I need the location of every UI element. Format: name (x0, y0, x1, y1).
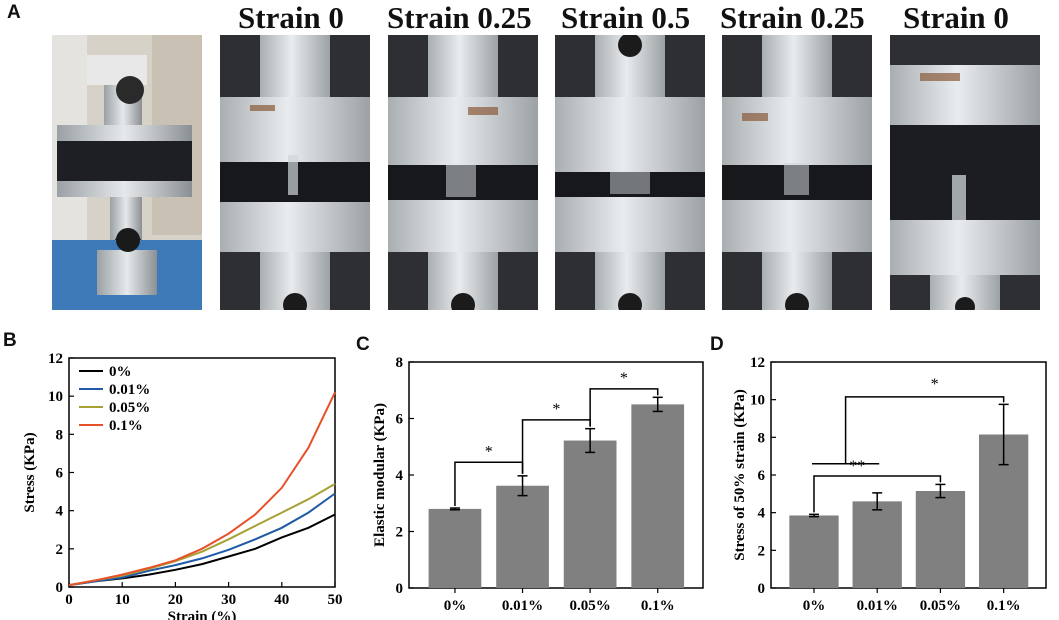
bar (852, 501, 902, 588)
x-tick-label: 0% (444, 598, 467, 614)
chart-stress-strain: 0 2 4 6 8 10 12 Stress (KPa) 0 10 20 30 40 50 Strain (… (22, 351, 343, 620)
legend-label: 0% (109, 364, 132, 380)
significance-bracket (589, 388, 659, 427)
y-tick-label: 10 (750, 393, 765, 409)
y-tick-label: 0 (56, 580, 64, 596)
x-tick-label: 0.1% (987, 598, 1021, 614)
significance-bracket (813, 475, 942, 513)
strain-label-3: Strain 0.5 (561, 0, 691, 35)
strain-label-2: Strain 0.25 (387, 0, 532, 35)
bar (428, 508, 482, 588)
strain-label-1: Strain 0 (238, 0, 344, 35)
y-axis-label: Elastic modular (KPa) (372, 403, 388, 547)
significance-bracket (844, 396, 1005, 464)
y-tick-label: 0 (396, 581, 404, 597)
x-tick-label: 0.1% (641, 598, 675, 614)
series-line-3 (68, 391, 336, 587)
x-tick-label: 40 (274, 592, 289, 608)
photo-strain-3 (555, 35, 705, 310)
x-tick-label: 0 (65, 592, 73, 608)
y-tick-label: 2 (396, 525, 404, 541)
chart-elastic-modulus: 0 2 4 6 8 Elastic modular (KPa) 0% 0.01% 0.05% 0.… (372, 355, 704, 614)
y-tick-label: 6 (758, 468, 766, 484)
bar (563, 440, 617, 588)
bar (789, 515, 839, 588)
x-tick-label: 30 (221, 592, 236, 608)
photo-strain-5 (890, 35, 1040, 310)
x-tick-label: 0% (803, 598, 826, 614)
y-tick-label: 4 (56, 504, 64, 520)
x-tick-label: 20 (168, 592, 183, 608)
x-axis-label: Strain (%) (168, 609, 237, 620)
y-tick-label: 6 (56, 466, 64, 482)
x-tick-label: 0.01% (857, 598, 898, 614)
y-axis-label: Stress (KPa) (22, 432, 38, 512)
photo-strain-1 (220, 35, 370, 310)
series-line-2 (68, 483, 336, 587)
legend-label: 0.1% (109, 418, 143, 434)
series-line-1 (68, 492, 336, 587)
significance-marker: * (552, 401, 560, 418)
y-tick-label: 2 (758, 543, 766, 559)
x-tick-label: 50 (328, 592, 343, 608)
x-tick-label: 0.05% (920, 598, 961, 614)
machine-photo (52, 35, 202, 310)
photo-strain-4 (722, 35, 872, 310)
photo-strain-2 (388, 35, 538, 310)
significance-marker: * (620, 370, 628, 387)
legend-label: 0.05% (109, 400, 150, 416)
legend-label: 0.01% (109, 382, 150, 398)
panel-letter-a: A (7, 2, 21, 23)
y-tick-label: 8 (56, 427, 64, 443)
x-tick-label: 10 (115, 592, 130, 608)
y-tick-label: 8 (396, 355, 404, 371)
significance-marker: ** (849, 458, 865, 475)
significance-marker: * (485, 443, 493, 460)
y-tick-label: 2 (56, 542, 64, 558)
chart-stress-50: 0 2 4 6 8 10 12 Stress of 50% strain (KPa) 0% 0.0… (732, 355, 1047, 614)
y-tick-label: 12 (750, 355, 765, 371)
x-tick-label: 0.05% (570, 598, 611, 614)
panel-letter-d: D (710, 334, 724, 355)
y-axis-label: Stress of 50% strain (KPa) (732, 389, 748, 560)
y-tick-label: 4 (758, 506, 766, 522)
y-tick-label: 4 (396, 468, 404, 484)
strain-label-4: Strain 0.25 (720, 0, 865, 35)
y-tick-label: 6 (396, 412, 404, 428)
significance-marker: * (931, 376, 939, 393)
strain-label-5: Strain 0 (903, 0, 1009, 35)
bar (915, 491, 966, 588)
y-tick-label: 8 (758, 430, 766, 446)
x-tick-label: 0.01% (502, 598, 543, 614)
bar (631, 404, 685, 588)
bar (496, 485, 549, 588)
y-tick-label: 12 (48, 351, 63, 367)
panel-letter-c: C (356, 334, 370, 355)
y-tick-label: 0 (758, 581, 766, 597)
y-tick-label: 10 (48, 389, 63, 405)
panel-letter-b: B (3, 330, 17, 351)
